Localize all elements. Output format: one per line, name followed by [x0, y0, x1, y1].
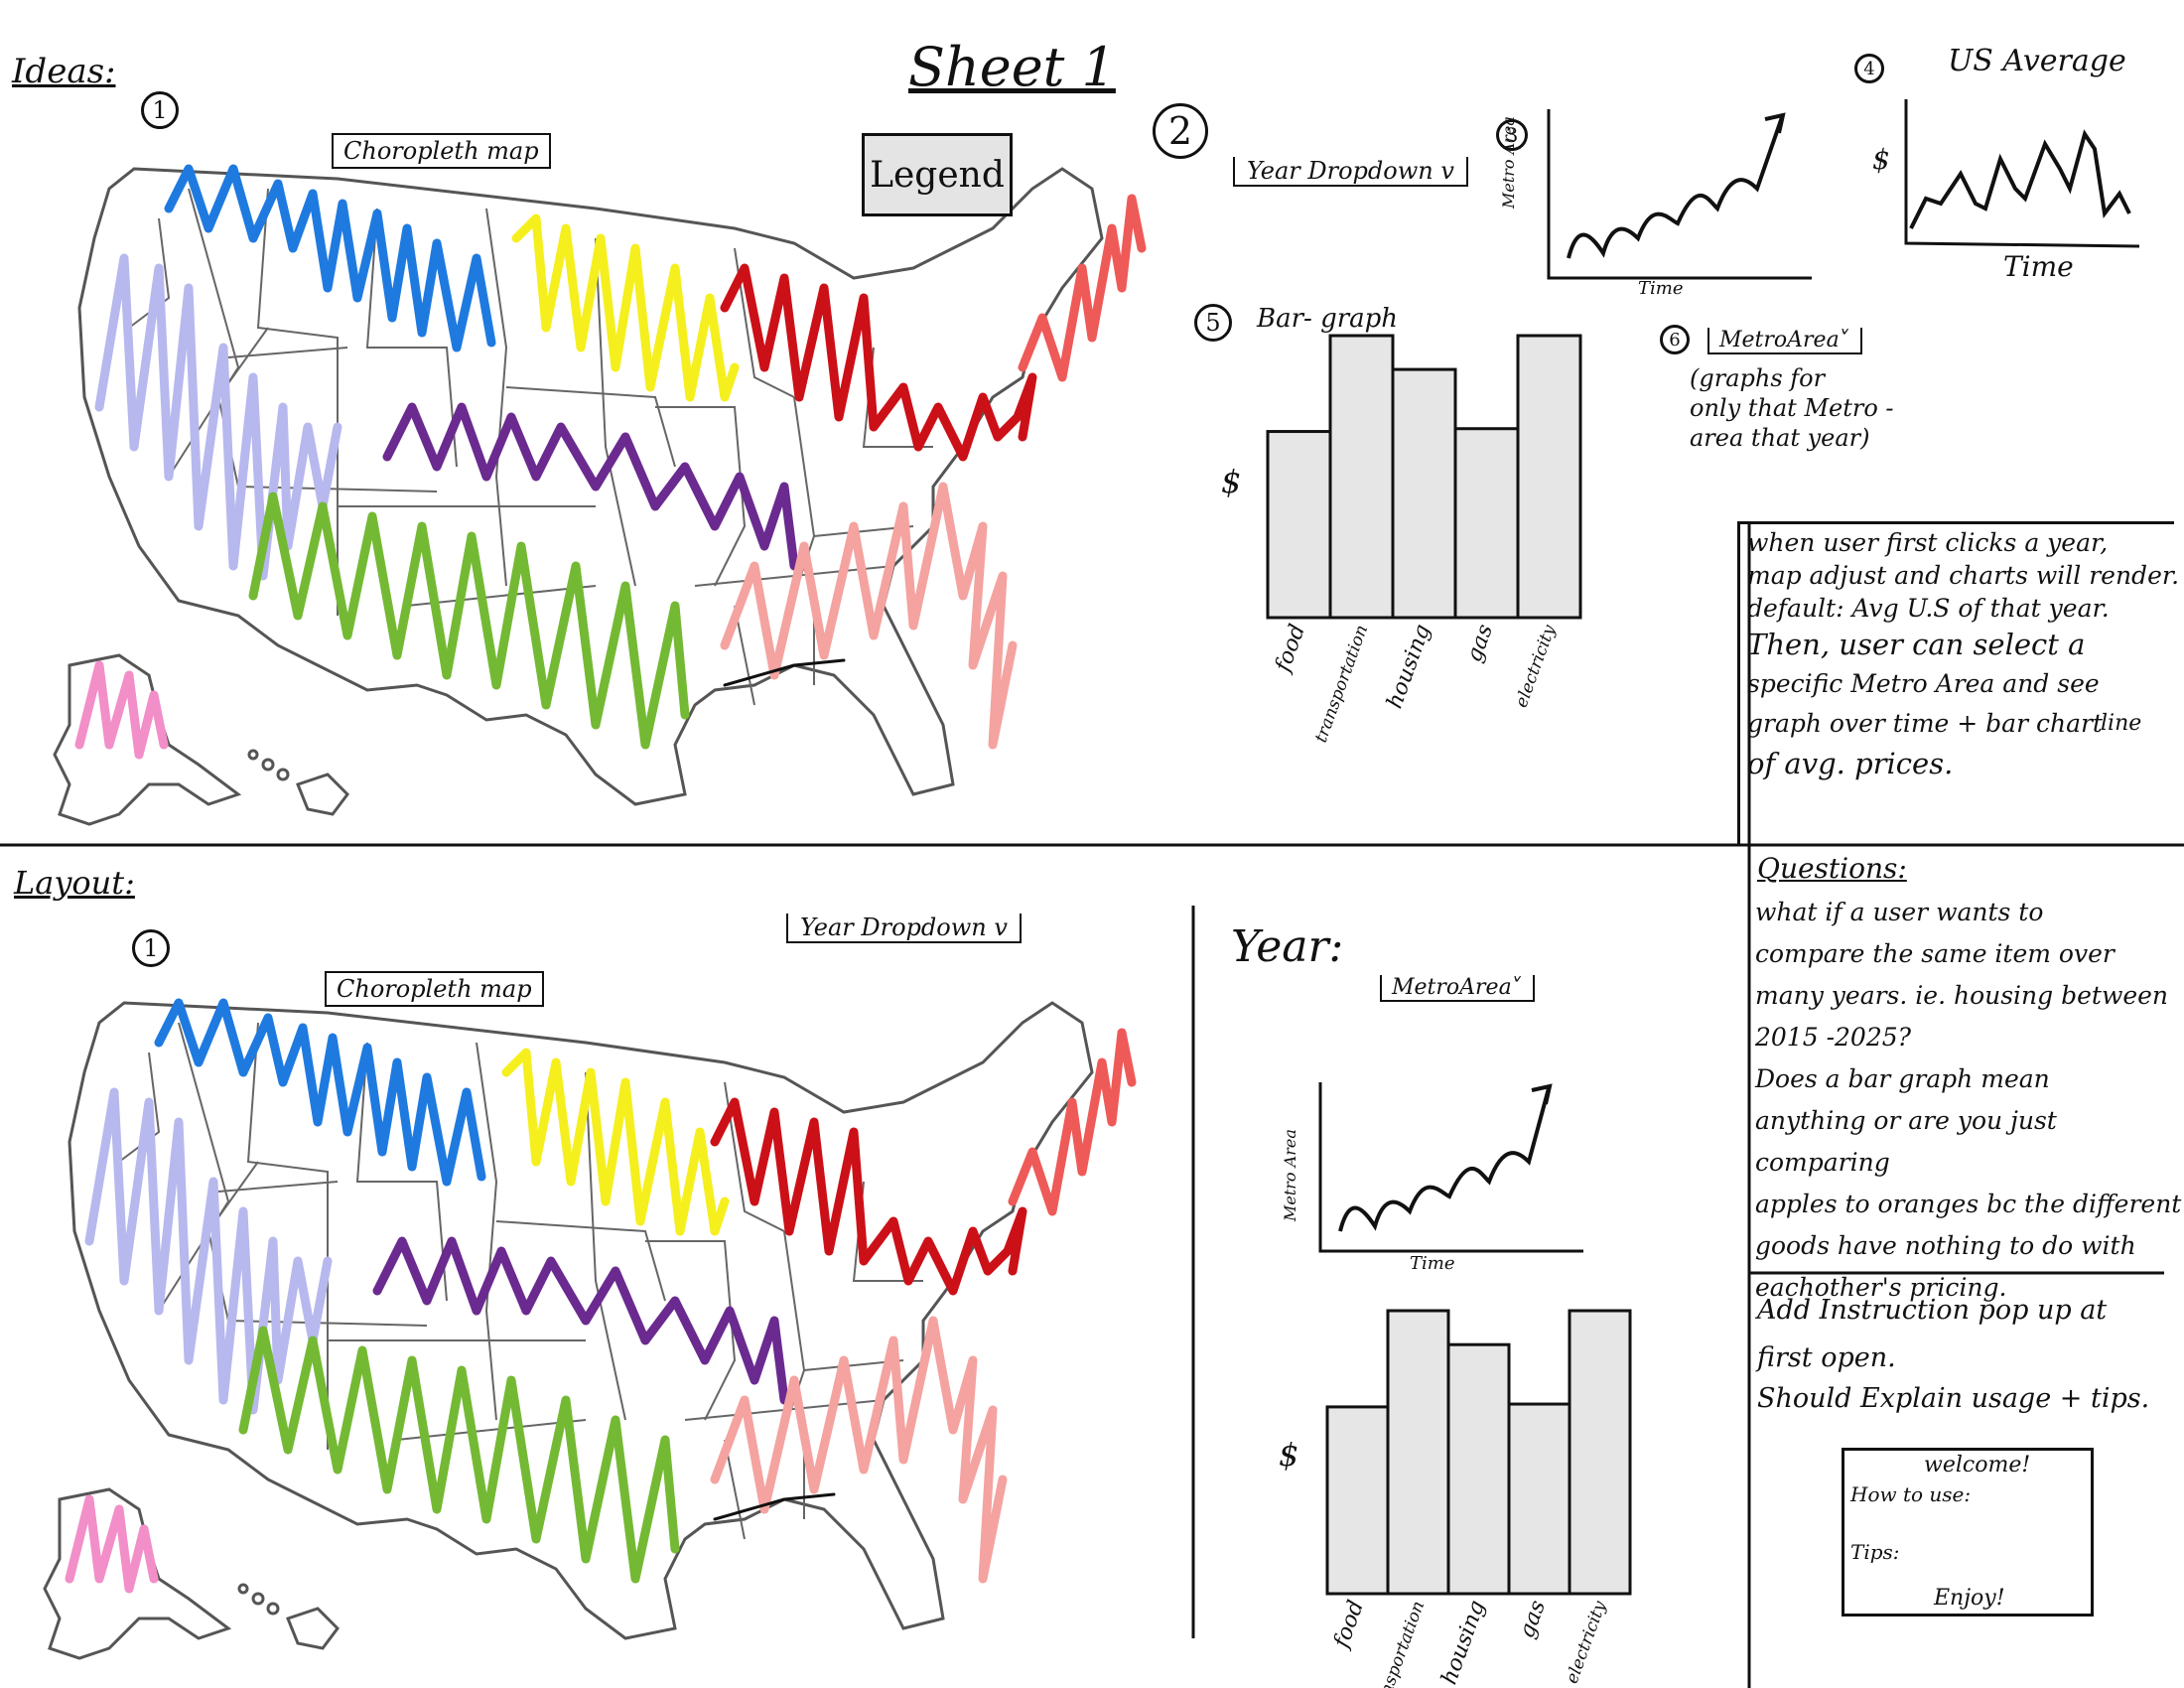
- bar-gas: [1507, 1402, 1571, 1596]
- ideas-metro-note: (graphs for only that Metro - area that …: [1690, 364, 1894, 452]
- ideas-us-average-ylabel: $: [1872, 143, 1890, 176]
- ideas-legend-box[interactable]: Legend: [862, 133, 1013, 216]
- welcome-popup-how-to-use: How to use:: [1850, 1482, 1972, 1506]
- ideas-metro-line-chart: [1547, 109, 1812, 280]
- instruction-popup-note: Add Instruction pop up at first open. Sh…: [1757, 1295, 2150, 1414]
- axes: [1318, 1082, 1583, 1253]
- layout-year-dropdown[interactable]: Year Dropdown v: [786, 914, 1022, 943]
- ideas-number-2: 2: [1153, 103, 1208, 159]
- ideas-us-average-title: US Average: [1948, 44, 2126, 78]
- layout-line-ylabel: Metro Area: [1281, 1129, 1299, 1221]
- welcome-popup-title: welcome!: [1924, 1453, 2031, 1477]
- ideas-bar-chart: food transportation housing gas electricity: [1266, 334, 1582, 746]
- ideas-number-1: 1: [141, 91, 179, 129]
- arrowhead: [1531, 1083, 1553, 1105]
- bar-label-electricity: electricity: [1512, 623, 1561, 711]
- layout-heading: Layout:: [14, 864, 135, 902]
- region-south: [248, 492, 690, 750]
- region-central: [382, 402, 799, 571]
- layout-number-1: 1: [132, 929, 170, 967]
- questions-text: what if a user wants to compare the same…: [1755, 898, 2182, 1302]
- layout-year-label: Year:: [1231, 921, 1344, 972]
- welcome-popup-tips: Tips:: [1850, 1540, 1900, 1564]
- bar-gas: [1453, 427, 1520, 620]
- region-west: [94, 253, 342, 581]
- bar-housing: [1391, 367, 1457, 620]
- ideas-metro-dropdown[interactable]: MetroArea˅: [1707, 328, 1862, 354]
- bar-food: [1266, 430, 1332, 620]
- bar-electricity: [1568, 1309, 1632, 1596]
- ideas-line-ylabel: Metro Area: [1499, 116, 1518, 209]
- ideas-flow-note-box: [1737, 521, 2174, 844]
- region-central: [372, 1236, 789, 1405]
- us-average-line: [1909, 129, 2131, 229]
- bar-label-housing: housing: [1382, 622, 1435, 712]
- ideas-bar-title: Bar- graph: [1257, 304, 1399, 334]
- axes: [1547, 109, 1812, 280]
- ideas-bar-ylabel: $: [1221, 463, 1242, 500]
- arrowhead: [1764, 112, 1786, 134]
- region-northwest: [154, 998, 486, 1187]
- bar-label-electricity: electricity: [1563, 1599, 1611, 1687]
- bar-food: [1325, 1405, 1390, 1596]
- trend-line: [1338, 1087, 1551, 1232]
- ideas-number-3: 3: [1496, 119, 1528, 151]
- layout-line-xlabel: Time: [1410, 1253, 1455, 1274]
- ideas-flow-note: when user first clicks a year, map adjus…: [1747, 528, 2180, 780]
- welcome-popup-enjoy: Enjoy!: [1934, 1586, 2005, 1611]
- region-northeast: [1008, 1028, 1137, 1216]
- region-southeast: [710, 1316, 1008, 1584]
- ideas-us-average-chart: [1904, 99, 2140, 248]
- ideas-number-4: 4: [1854, 54, 1884, 83]
- bar-label-transportation: transportation: [1368, 1599, 1429, 1688]
- region-north-central: [501, 1048, 730, 1236]
- ideas-map-label: Choropleth map: [332, 133, 551, 169]
- layout-map-label: Choropleth map: [325, 971, 544, 1007]
- ideas-flow-note-insert: line: [2101, 711, 2142, 736]
- region-northwest: [164, 164, 496, 352]
- welcome-popup-mockup: welcome! How to use: Tips: Enjoy!: [1842, 1448, 2094, 1617]
- region-west: [84, 1087, 333, 1415]
- layout-metro-dropdown[interactable]: MetroArea˅: [1380, 975, 1535, 1002]
- region-northeast: [1018, 194, 1147, 382]
- layout-bar-ylabel: $: [1279, 1436, 1299, 1474]
- layout-choropleth-map[interactable]: [30, 983, 1181, 1678]
- bar-transportation: [1328, 334, 1395, 620]
- region-southeast: [720, 482, 1018, 750]
- layout-metro-line-chart: [1318, 1082, 1583, 1253]
- bar-electricity: [1516, 334, 1582, 620]
- region-scribbles: [74, 164, 1147, 760]
- bar-housing: [1446, 1342, 1511, 1596]
- region-alaska: [65, 1494, 159, 1594]
- bar-label-gas: gas: [1514, 1598, 1551, 1642]
- ideas-line-xlabel: Time: [1638, 278, 1684, 299]
- bar-label-gas: gas: [1461, 622, 1498, 666]
- region-midwest: [710, 1097, 1027, 1296]
- ideas-choropleth-map[interactable]: [40, 149, 1191, 844]
- bar-transportation: [1386, 1309, 1450, 1596]
- bar-label-food: food: [1328, 1598, 1369, 1653]
- state-borders: [118, 1022, 923, 1540]
- questions-heading: Questions:: [1757, 852, 1907, 885]
- bar-label-housing: housing: [1436, 1598, 1490, 1688]
- axes: [1904, 99, 2140, 248]
- region-south: [238, 1326, 680, 1584]
- ideas-number-6: 6: [1660, 325, 1690, 354]
- region-scribbles: [65, 998, 1137, 1594]
- bar-label-food: food: [1270, 622, 1310, 677]
- region-midwest: [720, 263, 1037, 462]
- ideas-heading: Ideas:: [12, 52, 116, 91]
- sheet-title: Sheet 1: [908, 36, 1116, 98]
- ideas-number-5: 5: [1194, 304, 1232, 342]
- ideas-year-dropdown[interactable]: Year Dropdown v: [1233, 157, 1468, 187]
- ideas-us-average-xlabel: Time: [2003, 250, 2074, 283]
- trend-line: [1567, 116, 1784, 259]
- region-north-central: [511, 213, 740, 402]
- region-alaska: [74, 660, 169, 760]
